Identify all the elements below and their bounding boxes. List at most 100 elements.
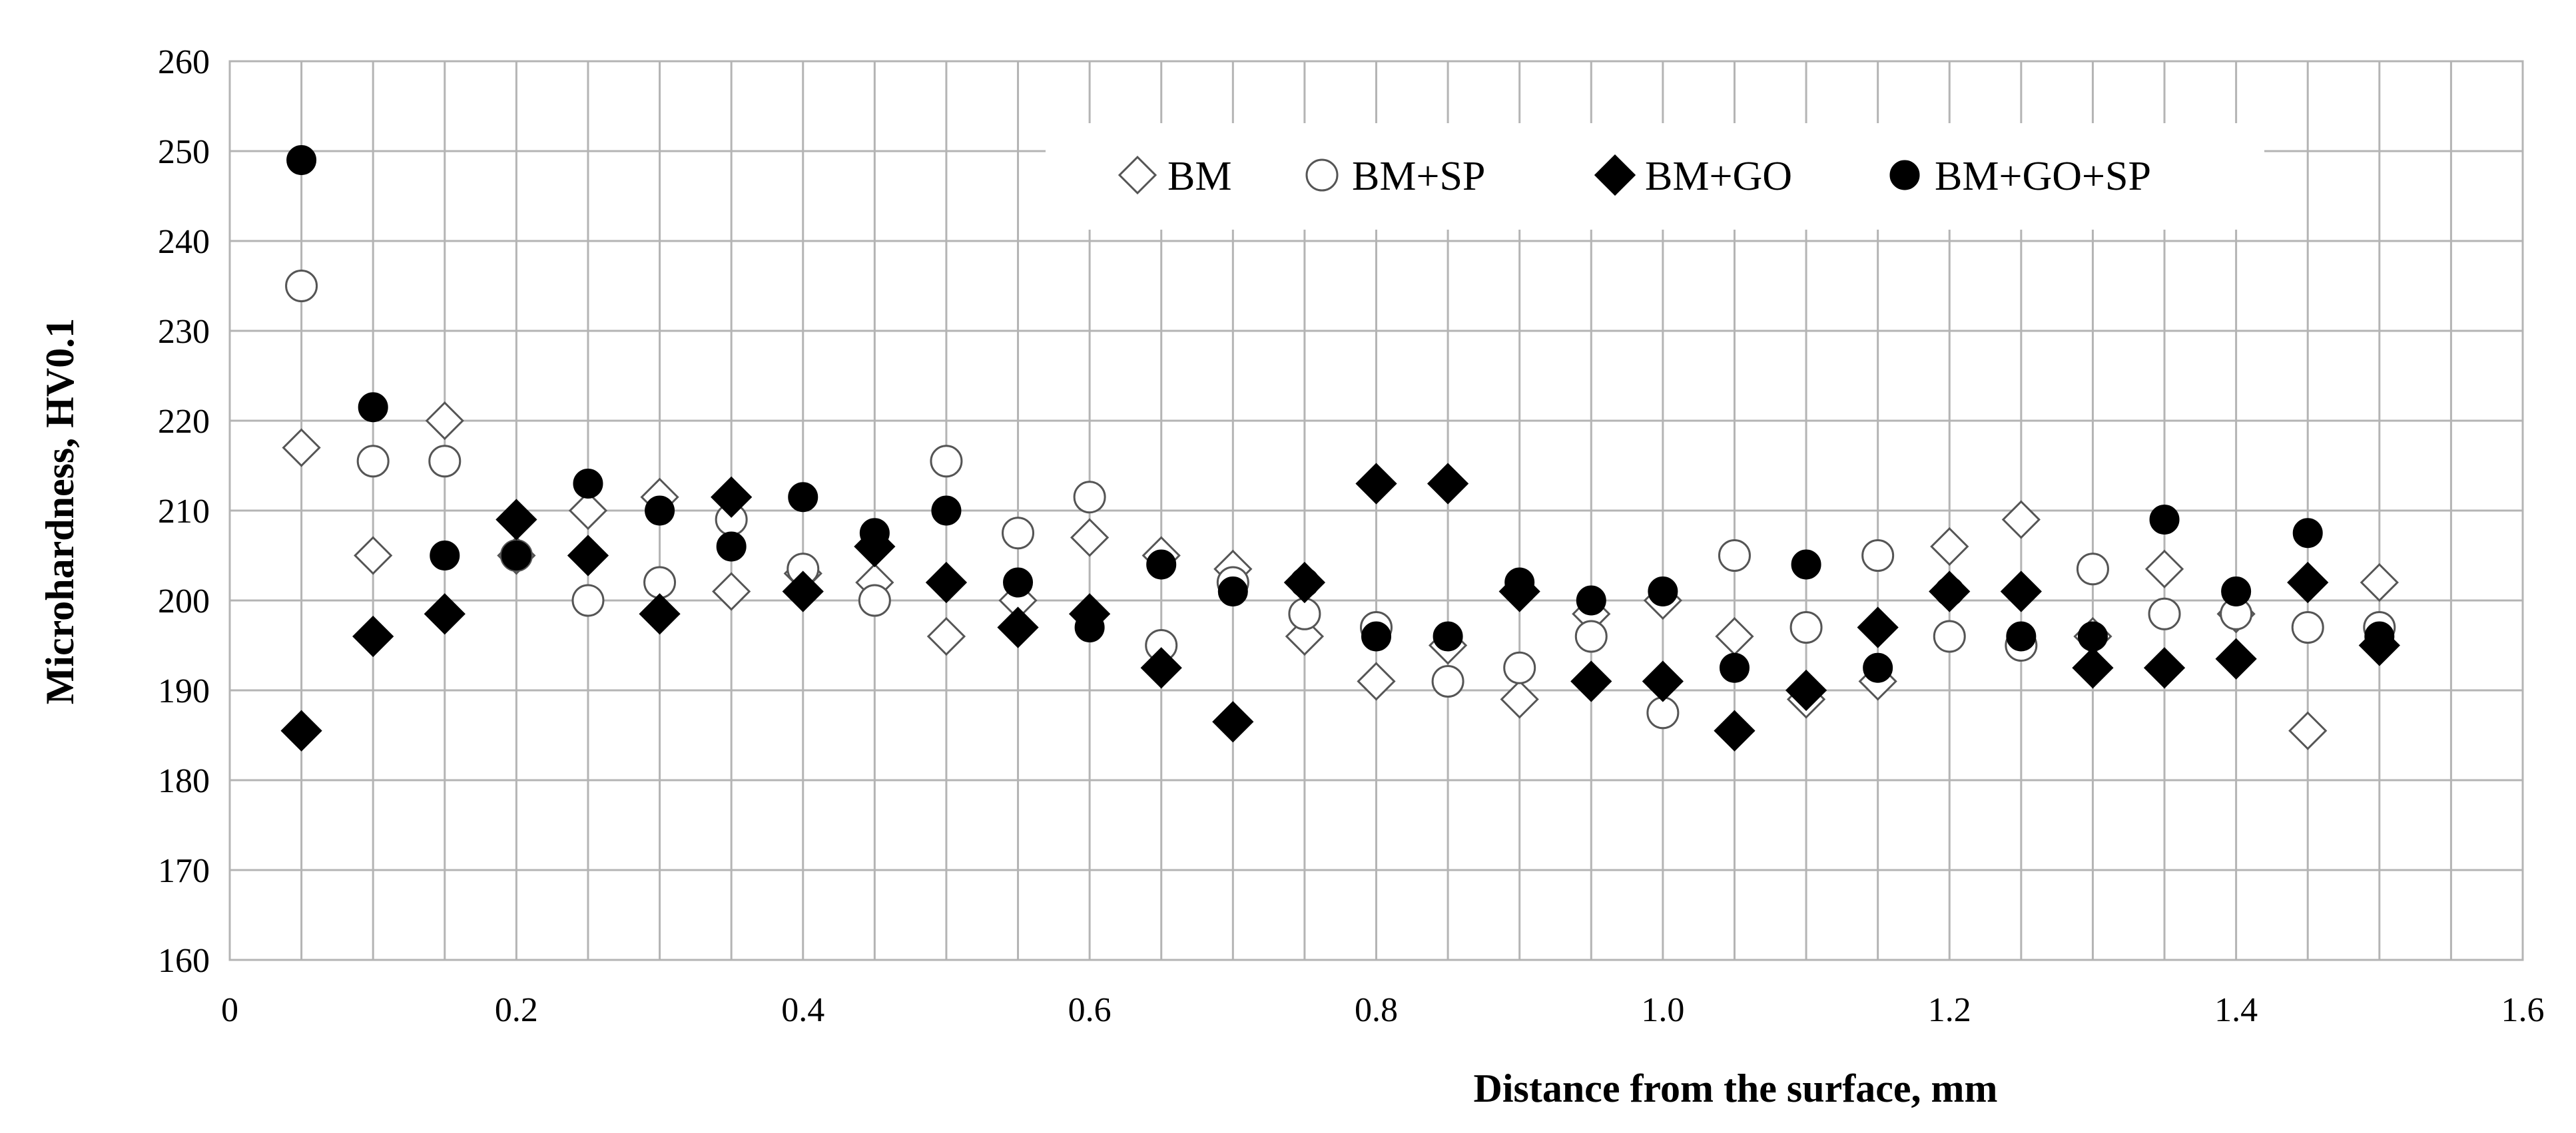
data-point [1003, 567, 1034, 598]
data-point [2291, 611, 2324, 644]
data-point [1433, 621, 1463, 652]
data-point [280, 710, 322, 752]
data-point [711, 476, 753, 518]
data-point [573, 469, 603, 499]
x-tick-label: 0.4 [781, 991, 824, 1029]
data-point [2001, 500, 2041, 539]
legend-label: BM+GO+SP [1935, 154, 2151, 199]
series-bm-go-sp [286, 145, 2395, 683]
data-point [2077, 621, 2108, 652]
legend-box [1046, 123, 2264, 230]
data-point [2076, 553, 2109, 586]
data-point [1863, 652, 1893, 683]
data-point [1146, 549, 1177, 580]
data-point [501, 541, 531, 570]
data-point [2072, 647, 2114, 689]
data-point [354, 536, 393, 575]
legend-label: BM+GO [1645, 154, 1792, 199]
data-point [788, 482, 818, 513]
x-axis-title: Distance from the surface, mm [1473, 1066, 1997, 1110]
data-point [716, 531, 747, 562]
x-tick-label: 1.6 [2501, 991, 2545, 1029]
data-point [356, 445, 390, 478]
data-point [2364, 621, 2395, 652]
legend-marker [1594, 154, 1636, 196]
data-point [1073, 481, 1106, 514]
data-point [1070, 518, 1110, 557]
y-tick-label: 200 [158, 582, 210, 620]
data-point [1719, 652, 1750, 683]
data-point [1574, 620, 1608, 653]
y-tick-label: 180 [158, 762, 210, 800]
data-point [1212, 701, 1254, 743]
data-point [2292, 518, 2323, 549]
legend-marker [1889, 160, 1920, 190]
x-axis-tick-labels: 0 0.2 0.4 0.6 0.8 1.0 1.2 1.4 1.6 [221, 991, 2545, 1029]
data-point [1074, 612, 1105, 642]
data-point [1504, 567, 1535, 598]
data-point [930, 445, 963, 478]
data-point [1427, 463, 1469, 505]
data-point [571, 584, 605, 617]
data-point [2215, 638, 2257, 680]
legend-entry: BM+GO+SP [1889, 154, 2151, 199]
data-point [1933, 620, 1966, 653]
series-bm-go [280, 463, 2400, 752]
data-points [280, 145, 2400, 752]
data-point [1503, 651, 1536, 684]
y-tick-label: 250 [158, 133, 210, 171]
y-tick-label: 190 [158, 672, 210, 710]
data-point [2287, 561, 2329, 604]
y-tick-label: 260 [158, 43, 210, 81]
data-point [2288, 711, 2328, 750]
data-point [645, 495, 675, 526]
y-tick-label: 170 [158, 852, 210, 890]
data-point [430, 541, 460, 570]
data-point [1570, 660, 1612, 702]
data-point [1646, 696, 1680, 730]
data-point [926, 616, 966, 656]
data-point [2000, 570, 2042, 612]
data-point [1500, 680, 1539, 719]
data-point [495, 499, 537, 541]
data-point [1648, 576, 1678, 606]
data-point [568, 491, 608, 531]
data-point [925, 561, 968, 604]
x-tick-label: 0.6 [1068, 991, 1112, 1029]
data-point [2143, 647, 2186, 689]
x-tick-label: 1.2 [1928, 991, 1971, 1029]
data-point [643, 566, 677, 599]
data-point [358, 392, 388, 423]
y-tick-label: 210 [158, 493, 210, 531]
legend-marker [1118, 155, 1157, 195]
data-point [282, 428, 321, 467]
data-point [1718, 539, 1751, 572]
data-point [1791, 549, 1821, 580]
data-point [2144, 549, 2184, 588]
data-point [858, 584, 891, 617]
legend: BM BM+SP BM+GO BM+GO+SP [1046, 123, 2264, 230]
data-point [1861, 539, 1895, 572]
plot-area-border [228, 60, 2524, 961]
data-point [2360, 563, 2399, 602]
data-point [567, 535, 609, 576]
legend-entry: BM [1118, 154, 1231, 199]
data-point [1289, 567, 1320, 598]
data-point [1288, 597, 1321, 630]
data-point [425, 401, 464, 441]
data-point [1002, 517, 1035, 550]
data-point [859, 518, 890, 549]
data-point [1357, 662, 1396, 701]
data-point [2221, 576, 2252, 606]
data-point [1642, 660, 1684, 702]
data-point [782, 570, 824, 612]
data-point [285, 270, 318, 302]
data-point [1930, 527, 1969, 566]
data-point [1789, 611, 1823, 644]
legend-label: BM+SP [1352, 154, 1485, 199]
data-point [2006, 621, 2037, 652]
data-point [1355, 463, 1397, 505]
data-point [2149, 505, 2180, 535]
data-point [712, 572, 751, 611]
data-point [1140, 647, 1182, 689]
